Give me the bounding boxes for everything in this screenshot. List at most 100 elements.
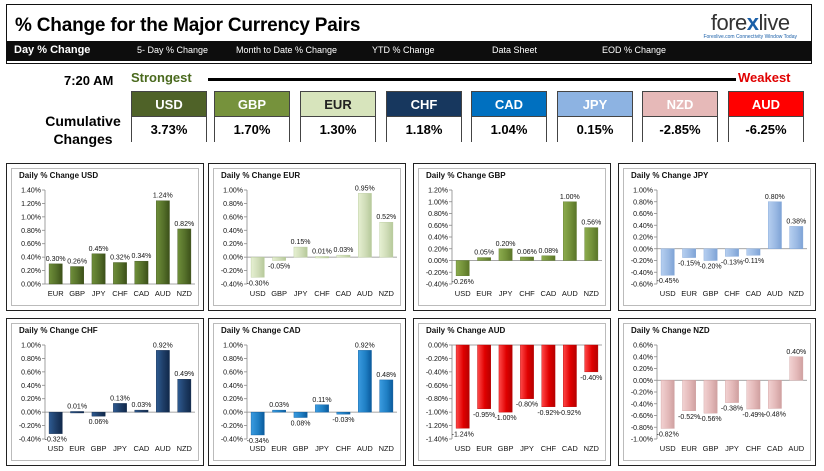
y-tick-label: 0.60%	[633, 211, 653, 218]
logo-tagline: Forexlive.com Connectivity Window Today	[703, 34, 797, 40]
category-label: USD	[660, 444, 676, 453]
y-tick-label: 0.20%	[223, 396, 243, 403]
chart-panel-cad[interactable]: Daily % Change CAD -0.40% -0.20% 0.00% 0.20%…	[208, 318, 406, 466]
data-label: 1.00%	[560, 194, 580, 201]
y-tick-label: 0.20%	[428, 246, 448, 253]
y-tick-label: -0.60%	[631, 282, 653, 289]
bar-jpy	[113, 403, 127, 413]
bar-cad	[336, 254, 351, 258]
y-tick-label: 0.80%	[223, 201, 243, 208]
chart-svg: 0.00% 0.20% 0.40% 0.60% 0.80% 1.00% 1.20% 1.40%…	[21, 188, 195, 298]
category-label: EUR	[48, 289, 64, 298]
category-label: EUR	[681, 289, 697, 298]
bar-aud	[156, 200, 170, 285]
chart-panel-eur[interactable]: Daily % Change EUR -0.40% -0.20% 0.00% 0.20%…	[208, 163, 406, 311]
category-label: USD	[250, 444, 266, 453]
bar-usd	[250, 256, 265, 278]
bar-nzd	[584, 344, 599, 373]
y-tick-label: -0.40%	[426, 282, 448, 289]
chart-panel-nzd[interactable]: Daily % Change NZD -1.00% -0.80% -0.60% -0.4…	[618, 318, 816, 466]
bar-nzd	[177, 379, 192, 413]
currency-box-nzd: NZD -2.85%	[642, 91, 718, 142]
currency-name: JPY	[558, 92, 632, 117]
data-label: -0.26%	[452, 279, 474, 286]
data-label: -0.03%	[332, 417, 354, 424]
bar-eur	[272, 409, 286, 413]
bar-nzd	[789, 226, 804, 249]
chart-panel-gbp[interactable]: Daily % Change GBP -0.40% -0.20% 0.00% 0.20%…	[413, 163, 611, 311]
nav-5day-change[interactable]: 5- Day % Change	[137, 45, 209, 55]
chart-panel-jpy[interactable]: Daily % Change JPY -0.60% -0.40% -0.20% 0.00…	[618, 163, 816, 311]
y-tick-label: 0.00%	[21, 282, 41, 289]
category-label: CHF	[724, 289, 740, 298]
bar-aud	[789, 356, 804, 381]
nav-day-change[interactable]: Day % Change	[14, 44, 91, 56]
category-label: EUR	[476, 289, 492, 298]
category-label: CAD	[134, 289, 150, 298]
forexlive-logo[interactable]: forexlive Forexlive.com Connectivity Win…	[703, 10, 797, 40]
data-label: -0.05%	[268, 264, 290, 271]
y-tick-label: 0.00%	[21, 410, 41, 417]
data-label: 0.80%	[765, 194, 785, 201]
chart-panel-chf[interactable]: Daily % Change CHF -0.40% -0.20% 0.00% 0.20%…	[6, 318, 204, 466]
category-label: CHF	[314, 289, 330, 298]
logo-text-pre: fore	[710, 10, 747, 35]
bar-gbp	[498, 344, 513, 413]
currency-box-chf: CHF 1.18%	[386, 91, 462, 142]
y-tick-label: 1.00%	[223, 343, 243, 350]
nav-mtd-change[interactable]: Month to Date % Change	[236, 45, 338, 55]
bar-aud	[156, 350, 170, 413]
data-label: 0.34%	[131, 253, 151, 260]
bar-cad	[563, 344, 577, 407]
bar-aud	[768, 201, 782, 249]
y-tick-label: 0.40%	[223, 383, 243, 390]
data-label: 0.13%	[110, 395, 130, 402]
category-label: CHF	[746, 444, 762, 453]
y-tick-label: 0.60%	[21, 241, 41, 248]
y-tick-label: -1.40%	[426, 437, 448, 444]
y-tick-label: 0.00%	[223, 255, 243, 262]
y-tick-label: 0.80%	[428, 211, 448, 218]
y-tick-label: -0.20%	[19, 423, 41, 430]
category-label: JPY	[113, 444, 127, 453]
y-tick-label: -0.20%	[221, 268, 243, 275]
category-label: USD	[250, 289, 266, 298]
chart-title: Daily % Change EUR	[221, 171, 301, 180]
category-label: NZD	[177, 289, 193, 298]
bar-jpy	[91, 253, 106, 285]
nav-ytd-change[interactable]: YTD % Change	[372, 45, 435, 55]
strength-line	[208, 78, 736, 81]
data-label: -0.38%	[721, 406, 743, 413]
data-label: -0.34%	[247, 438, 269, 445]
bar-nzd	[584, 227, 599, 261]
bar-cad	[768, 380, 782, 409]
chart-panel-aud[interactable]: Daily % Change AUD -1.40% -1.20% -1.00% -0.8…	[413, 318, 611, 466]
category-label: GBP	[69, 289, 85, 298]
data-label: -0.95%	[473, 412, 495, 419]
data-label: -0.80%	[516, 402, 538, 409]
y-tick-label: 0.40%	[223, 228, 243, 235]
category-label: AUD	[562, 289, 578, 298]
data-label: 0.03%	[131, 402, 151, 409]
chart-svg: -0.40% -0.20% 0.00% 0.20% 0.40% 0.60% 0.80% 1.0…	[221, 342, 397, 453]
y-tick-label: -0.60%	[426, 383, 448, 390]
bar-cad	[541, 255, 556, 261]
logo-mark: x	[746, 10, 759, 35]
category-label: CHF	[519, 289, 535, 298]
currency-value: 1.70%	[215, 117, 289, 142]
y-tick-label: 0.40%	[21, 383, 41, 390]
data-label: 0.26%	[67, 259, 87, 266]
y-tick-label: 0.40%	[633, 354, 653, 361]
data-label: -1.00%	[494, 415, 516, 422]
category-label: EUR	[476, 444, 492, 453]
bar-usd	[455, 260, 470, 276]
currency-name: CHF	[387, 92, 461, 117]
category-label: JPY	[499, 289, 513, 298]
data-label: 0.03%	[333, 247, 353, 254]
bar-jpy	[498, 248, 513, 261]
currency-value: -2.85%	[643, 117, 717, 142]
nav-eod-change[interactable]: EOD % Change	[602, 45, 667, 55]
chart-panel-usd[interactable]: Daily % Change USD 0.00% 0.20% 0.40% 0.60% 0.…	[6, 163, 204, 311]
nav-data-sheet[interactable]: Data Sheet	[492, 45, 538, 55]
data-label: -0.56%	[699, 416, 721, 423]
